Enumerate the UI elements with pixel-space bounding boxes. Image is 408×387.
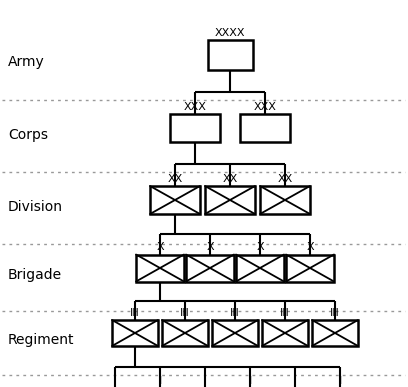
Text: I: I	[113, 377, 117, 387]
Bar	[186, 255, 234, 281]
Text: XXXX: XXXX	[215, 28, 245, 38]
Bar	[212, 320, 258, 346]
Text: X: X	[206, 243, 214, 252]
Text: XX: XX	[222, 174, 237, 184]
Text: I: I	[293, 377, 297, 387]
Text: Brigade: Brigade	[8, 268, 62, 282]
Bar	[170, 114, 220, 142]
Text: X: X	[306, 243, 314, 252]
Bar	[260, 186, 310, 214]
Bar	[208, 40, 253, 70]
Bar	[286, 255, 334, 281]
Text: I: I	[203, 377, 206, 387]
Text: III: III	[280, 308, 290, 318]
Text: X: X	[256, 243, 264, 252]
Text: III: III	[330, 308, 340, 318]
Bar	[136, 255, 184, 281]
Text: Division: Division	[8, 200, 63, 214]
Text: I: I	[338, 377, 341, 387]
Text: XXX: XXX	[253, 102, 277, 112]
Text: III: III	[130, 308, 140, 318]
Text: Regiment: Regiment	[8, 333, 75, 347]
Text: X: X	[156, 243, 164, 252]
Text: III: III	[180, 308, 190, 318]
Bar	[262, 320, 308, 346]
Text: Army: Army	[8, 55, 45, 69]
Text: XX: XX	[277, 174, 293, 184]
Text: XX: XX	[167, 174, 183, 184]
Bar	[236, 255, 284, 281]
Text: I: I	[158, 377, 162, 387]
Bar	[162, 320, 208, 346]
Text: Corps: Corps	[8, 128, 48, 142]
Text: XXX: XXX	[184, 102, 206, 112]
Text: III: III	[230, 308, 240, 318]
Bar	[150, 186, 200, 214]
Bar	[205, 186, 255, 214]
Bar	[112, 320, 158, 346]
Bar	[240, 114, 290, 142]
Text: I: I	[248, 377, 252, 387]
Bar	[312, 320, 358, 346]
